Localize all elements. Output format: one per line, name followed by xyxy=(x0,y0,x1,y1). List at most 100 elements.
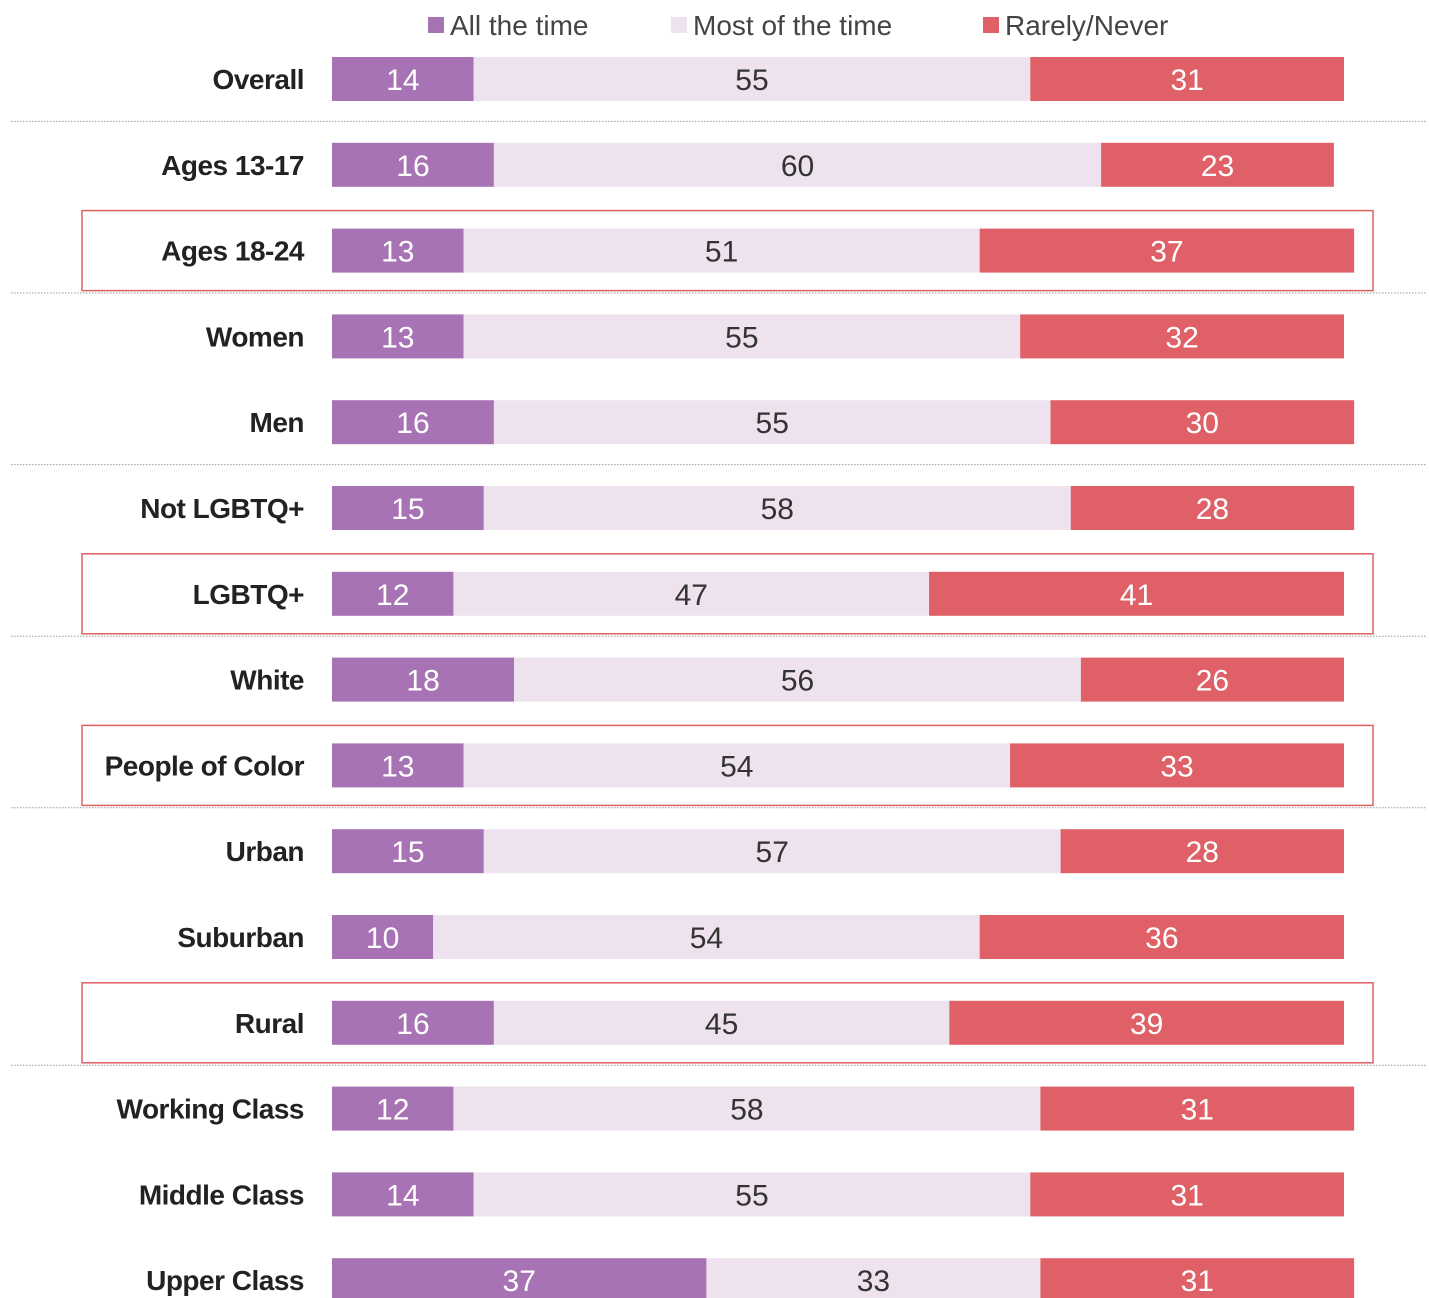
category-label-ages-18-24: Ages 18-24 xyxy=(161,236,305,267)
bar-rarely-never-not-lgbtq xyxy=(1070,486,1355,530)
bar-rarely-never-ages-13-17 xyxy=(1101,142,1334,187)
data-label-most-of-the-time-middle-class: 55 xyxy=(735,1179,768,1212)
data-label-rarely-never-lgbtq: 41 xyxy=(1120,579,1153,612)
bar-rarely-never-working-class xyxy=(1040,1086,1355,1131)
category-label-white: White xyxy=(230,665,304,696)
bar-all-the-time-urban xyxy=(332,829,484,874)
bar-most-of-the-time-upper-class xyxy=(706,1258,1041,1298)
bar-most-of-the-time-men xyxy=(493,400,1051,445)
category-label-overall: Overall xyxy=(213,64,304,95)
data-label-most-of-the-time-ages-18-24: 51 xyxy=(705,236,738,269)
bar-most-of-the-time-urban xyxy=(483,829,1061,874)
bar-rarely-never-upper-class xyxy=(1040,1258,1355,1298)
bar-all-the-time-ages-18-24 xyxy=(332,228,464,273)
data-label-all-the-time-middle-class: 14 xyxy=(386,1179,419,1212)
category-label-ages-13-17: Ages 13-17 xyxy=(161,150,304,181)
bar-most-of-the-time-people-of-color xyxy=(463,743,1011,788)
data-label-all-the-time-people-of-color: 13 xyxy=(381,750,414,783)
bar-all-the-time-lgbtq xyxy=(332,571,454,616)
data-label-all-the-time-lgbtq: 12 xyxy=(376,579,409,612)
data-label-most-of-the-time-upper-class: 33 xyxy=(857,1265,890,1298)
highlight-box-lgbtq xyxy=(81,553,1374,635)
data-label-all-the-time-ages-18-24: 13 xyxy=(381,236,414,269)
data-label-rarely-never-men: 30 xyxy=(1186,407,1219,440)
data-label-rarely-never-ages-18-24: 37 xyxy=(1150,236,1183,269)
bar-all-the-time-men xyxy=(332,400,494,445)
bar-most-of-the-time-not-lgbtq xyxy=(483,486,1071,530)
bar-most-of-the-time-suburban xyxy=(433,915,980,959)
data-label-all-the-time-working-class: 12 xyxy=(376,1094,409,1127)
bar-most-of-the-time-rural xyxy=(493,1000,950,1045)
category-label-people-of-color: People of Color xyxy=(105,750,305,781)
bar-rarely-never-white xyxy=(1080,657,1344,702)
data-label-most-of-the-time-white: 56 xyxy=(781,665,814,698)
data-label-most-of-the-time-urban: 57 xyxy=(756,836,789,869)
data-label-all-the-time-upper-class: 37 xyxy=(503,1265,536,1298)
data-label-most-of-the-time-people-of-color: 54 xyxy=(720,750,753,783)
data-label-most-of-the-time-overall: 55 xyxy=(735,64,768,97)
data-label-most-of-the-time-not-lgbtq: 58 xyxy=(761,493,794,526)
data-label-all-the-time-not-lgbtq: 15 xyxy=(391,493,424,526)
bar-rarely-never-rural xyxy=(949,1000,1344,1045)
data-label-most-of-the-time-suburban: 54 xyxy=(690,922,723,955)
legend-label-most-of-the-time: Most of the time xyxy=(693,10,892,41)
bar-all-the-time-upper-class xyxy=(332,1258,707,1298)
bar-most-of-the-time-white xyxy=(514,657,1081,702)
data-label-all-the-time-overall: 14 xyxy=(386,64,419,97)
highlight-box-rural xyxy=(81,982,1374,1064)
category-label-rural: Rural xyxy=(235,1008,304,1039)
bar-most-of-the-time-women xyxy=(463,314,1021,359)
bar-all-the-time-rural xyxy=(332,1000,494,1045)
data-label-rarely-never-urban: 28 xyxy=(1186,836,1219,869)
data-label-all-the-time-white: 18 xyxy=(406,665,439,698)
bar-all-the-time-middle-class xyxy=(332,1172,474,1217)
data-label-most-of-the-time-ages-13-17: 60 xyxy=(781,150,814,183)
data-label-most-of-the-time-rural: 45 xyxy=(705,1008,738,1041)
data-label-rarely-never-not-lgbtq: 28 xyxy=(1196,493,1229,526)
data-label-all-the-time-urban: 15 xyxy=(391,836,424,869)
bar-rarely-never-men xyxy=(1050,400,1355,445)
bar-all-the-time-women xyxy=(332,314,464,359)
data-label-rarely-never-ages-13-17: 23 xyxy=(1201,150,1234,183)
bar-all-the-time-white xyxy=(332,657,515,702)
data-label-rarely-never-people-of-color: 33 xyxy=(1160,750,1193,783)
bar-rarely-never-people-of-color xyxy=(1010,743,1344,788)
bar-rarely-never-overall xyxy=(1030,57,1344,101)
category-label-middle-class: Middle Class xyxy=(139,1179,304,1210)
data-label-all-the-time-suburban: 10 xyxy=(366,922,399,955)
data-label-all-the-time-rural: 16 xyxy=(396,1008,429,1041)
bar-most-of-the-time-lgbtq xyxy=(453,571,930,616)
data-label-most-of-the-time-lgbtq: 47 xyxy=(675,579,708,612)
legend-swatch-rarely-never xyxy=(983,17,999,33)
data-label-most-of-the-time-men: 55 xyxy=(756,407,789,440)
category-label-working-class: Working Class xyxy=(117,1094,304,1125)
bar-all-the-time-working-class xyxy=(332,1086,454,1131)
category-label-urban: Urban xyxy=(226,836,304,867)
data-label-all-the-time-men: 16 xyxy=(396,407,429,440)
category-label-women: Women xyxy=(206,321,304,352)
data-label-rarely-never-middle-class: 31 xyxy=(1170,1179,1203,1212)
category-label-upper-class: Upper Class xyxy=(146,1265,304,1296)
data-label-rarely-never-working-class: 31 xyxy=(1181,1094,1214,1127)
category-label-suburban: Suburban xyxy=(177,922,304,953)
data-label-rarely-never-overall: 31 xyxy=(1170,64,1203,97)
bar-most-of-the-time-working-class xyxy=(453,1086,1041,1131)
legend-swatch-most-of-the-time xyxy=(671,17,687,33)
bar-rarely-never-suburban xyxy=(979,915,1344,959)
category-label-lgbtq: LGBTQ+ xyxy=(193,579,304,610)
legend-label-rarely-never: Rarely/Never xyxy=(1005,10,1168,41)
data-label-rarely-never-upper-class: 31 xyxy=(1181,1265,1214,1298)
bar-rarely-never-middle-class xyxy=(1030,1172,1344,1217)
bar-rarely-never-women xyxy=(1020,314,1344,359)
data-label-all-the-time-ages-13-17: 16 xyxy=(396,150,429,183)
bar-most-of-the-time-middle-class xyxy=(473,1172,1031,1217)
data-label-all-the-time-women: 13 xyxy=(381,321,414,354)
bar-all-the-time-ages-13-17 xyxy=(332,142,494,187)
data-label-rarely-never-rural: 39 xyxy=(1130,1008,1163,1041)
category-label-not-lgbtq: Not LGBTQ+ xyxy=(140,493,304,524)
highlight-box-people-of-color xyxy=(81,724,1374,807)
bar-all-the-time-overall xyxy=(332,57,474,101)
category-label-men: Men xyxy=(250,407,305,438)
bar-rarely-never-lgbtq xyxy=(929,571,1344,616)
